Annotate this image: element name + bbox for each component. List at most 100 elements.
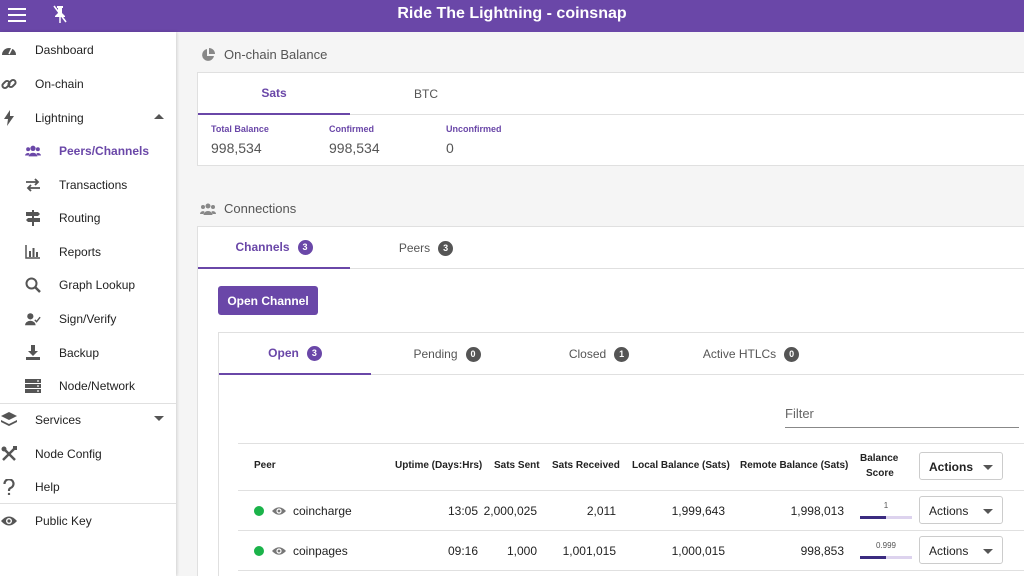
menu-icon[interactable] [6, 4, 28, 26]
column-header-remote-balance[interactable]: Remote Balance (Sats) [740, 460, 849, 471]
column-header-local-balance[interactable]: Local Balance (Sats) [632, 460, 730, 471]
app-title: Ride The Lightning - coinsnap [397, 5, 627, 22]
balance-score: 0.999 [860, 541, 912, 561]
local-balance-value: 1,999,643 [671, 504, 725, 518]
sidebar-item-label: Services [35, 413, 82, 427]
sidebar-item-label: Lightning [35, 111, 84, 125]
sidebar-item-label: Transactions [59, 178, 128, 192]
peer-alias: coinpages [293, 544, 348, 558]
tab-open[interactable]: Open 3 [219, 333, 371, 375]
sidebar-item-label: Node/Network [59, 379, 136, 393]
tools-icon [1, 446, 17, 462]
pie-chart-icon [202, 47, 215, 61]
balance-score-value: 1 [883, 501, 889, 510]
online-status-dot [254, 546, 264, 556]
server-icon [25, 378, 41, 394]
remote-balance-value: 1,998,013 [790, 504, 844, 518]
row-actions-dropdown[interactable]: Actions [919, 496, 1003, 524]
row-actions-dropdown[interactable]: Actions [919, 536, 1003, 564]
total-balance-label: Total Balance [211, 124, 269, 134]
sidebar-item-help[interactable]: Help [0, 472, 176, 502]
open-channel-button[interactable]: Open Channel [218, 286, 318, 315]
sidebar-item-peers-channels[interactable]: Peers/Channels [0, 136, 176, 166]
download-icon [25, 345, 41, 361]
tab-label: Closed [568, 347, 607, 361]
column-header-sats-received[interactable]: Sats Received [552, 460, 620, 471]
sidebar-item-transactions[interactable]: Transactions [0, 170, 176, 200]
filter-input[interactable] [785, 400, 1019, 428]
sidebar-item-lightning[interactable]: Lightning [0, 103, 176, 133]
table-divider [238, 490, 1024, 491]
sidebar-item-public-key[interactable]: Public Key [0, 506, 176, 536]
sidebar-item-label: Node Config [35, 447, 102, 461]
table-divider [238, 530, 1024, 531]
sats-received-value: 2,011 [586, 504, 616, 518]
sats-received-value: 1,001,015 [562, 544, 616, 558]
sidebar-item-label: Routing [59, 211, 101, 225]
tab-sats[interactable]: Sats [198, 73, 350, 115]
balance-score-track [860, 516, 912, 519]
sidebar-item-label: Peers/Channels [59, 144, 150, 158]
tab-active-htlcs[interactable]: Active HTLCs 0 [675, 333, 827, 375]
column-header-sats-sent[interactable]: Sats Sent [494, 460, 540, 471]
sidebar-item-routing[interactable]: Routing [0, 203, 176, 233]
onchain-tabs: Sats BTC [198, 73, 1024, 115]
sidebar-item-label: Graph Lookup [59, 278, 136, 292]
sidebar-divider [0, 503, 176, 504]
connections-tabs: Channels 3 Peers 3 [198, 227, 1024, 269]
table-divider [238, 443, 1024, 444]
peer-alias: coincharge [293, 504, 352, 518]
sidebar-item-services[interactable]: Services [0, 405, 176, 435]
column-header-uptime[interactable]: Uptime (Days:Hrs) [395, 460, 483, 471]
unconfirmed-label: Unconfirmed [446, 124, 502, 134]
balance-score-track [860, 556, 912, 559]
confirmed-label: Confirmed [329, 124, 374, 134]
chevron-up-icon [154, 114, 164, 119]
bulk-actions-dropdown[interactable]: Actions [919, 452, 1003, 480]
sidebar-item-dashboard[interactable]: Dashboard [0, 35, 176, 65]
tab-peers[interactable]: Peers 3 [350, 227, 502, 269]
sidebar-item-reports[interactable]: Reports [0, 237, 176, 267]
unpin-icon[interactable] [52, 4, 68, 24]
onchain-heading: On-chain Balance [200, 47, 327, 62]
sidebar-item-backup[interactable]: Backup [0, 338, 176, 368]
online-status-dot [254, 506, 264, 516]
eye-icon[interactable] [272, 546, 286, 556]
sidebar-item-label: Sign/Verify [59, 312, 117, 326]
bolt-icon [1, 110, 17, 126]
count-badge: 1 [614, 346, 630, 362]
sidebar-item-sign-verify[interactable]: Sign/Verify [0, 304, 176, 334]
local-balance-value: 1,000,015 [671, 544, 725, 558]
column-header-balance-score-line1: Balance [860, 453, 899, 464]
tab-btc[interactable]: BTC [350, 73, 502, 115]
confirmed-value: 998,534 [329, 140, 380, 156]
count-badge: 3 [438, 240, 454, 256]
onchain-heading-text: On-chain Balance [224, 47, 328, 62]
sidebar-item-label: Help [35, 480, 60, 494]
users-icon [200, 203, 216, 215]
sidebar-item-on-chain[interactable]: On-chain [0, 69, 176, 99]
sidebar-item-graph-lookup[interactable]: Graph Lookup [0, 270, 176, 300]
balance-score-fill [860, 556, 886, 559]
tab-label: Open [268, 346, 299, 360]
tab-closed[interactable]: Closed 1 [523, 333, 675, 375]
tab-label: Pending [413, 347, 458, 361]
count-badge: 3 [297, 239, 313, 255]
unconfirmed-value: 0 [446, 140, 454, 156]
signpost-icon [25, 210, 41, 226]
tab-label: BTC [414, 87, 438, 101]
exchange-arrows-icon [25, 177, 41, 193]
layers-icon [1, 412, 17, 428]
sidebar-item-node-network[interactable]: Node/Network [0, 371, 176, 401]
column-header-peer[interactable]: Peer [254, 460, 276, 471]
sidebar-item-node-config[interactable]: Node Config [0, 439, 176, 469]
tab-label: Peers [398, 241, 431, 255]
channels-list-card: Open 3 Pending 0 Closed 1 Active HTLCs 0 [218, 332, 1024, 576]
chevron-down-icon [983, 509, 993, 514]
eye-icon[interactable] [272, 506, 286, 516]
balance-score: 1 [860, 501, 912, 521]
tab-channels[interactable]: Channels 3 [198, 227, 350, 269]
sidebar-item-label: Reports [59, 245, 102, 259]
user-check-icon [25, 311, 41, 327]
tab-pending[interactable]: Pending 0 [371, 333, 523, 375]
